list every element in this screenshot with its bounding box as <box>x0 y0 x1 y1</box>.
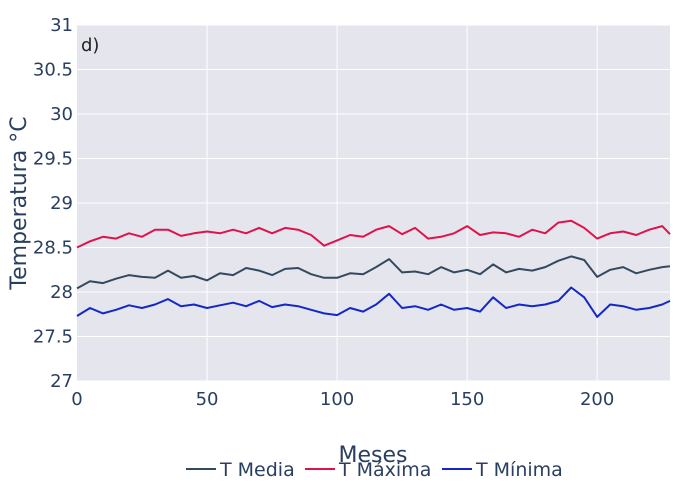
y-tick-label: 31 <box>50 15 73 36</box>
x-tick-label: 150 <box>450 389 484 410</box>
x-axis-title: Meses <box>339 443 408 468</box>
legend-label: T Mínima <box>475 459 563 481</box>
series-lines <box>76 219 671 318</box>
y-tick-label: 30 <box>50 104 73 125</box>
x-tick-label: 200 <box>580 389 614 410</box>
x-tick-label: 0 <box>71 389 82 410</box>
y-tick-label: 29.5 <box>33 149 73 170</box>
x-tick-labels: 0 50 100 150 200 <box>71 389 614 410</box>
y-tick-labels: 27 27.5 28 28.5 29 29.5 30 30.5 31 <box>33 15 73 392</box>
y-tick-label: 27.5 <box>33 327 73 348</box>
legend: T Media T Máxima T Mínima <box>186 459 563 481</box>
series-line-3 <box>76 286 671 318</box>
y-tick-label: 27 <box>50 371 73 392</box>
y-axis-title: Temperatura °C <box>7 116 32 290</box>
y-tick-label: 29 <box>50 193 73 214</box>
legend-label: T Máxima <box>338 459 431 481</box>
legend-label: T Media <box>219 459 295 481</box>
y-tick-label: 28.5 <box>33 238 73 259</box>
series-line-1 <box>76 255 671 290</box>
x-tick-label: 100 <box>320 389 354 410</box>
series-line-2 <box>76 219 671 249</box>
x-tick-label: 50 <box>196 389 219 410</box>
panel-label: d) <box>81 35 99 56</box>
y-tick-label: 28 <box>50 282 73 303</box>
grid-lines <box>77 24 670 382</box>
y-tick-label: 30.5 <box>33 60 73 81</box>
